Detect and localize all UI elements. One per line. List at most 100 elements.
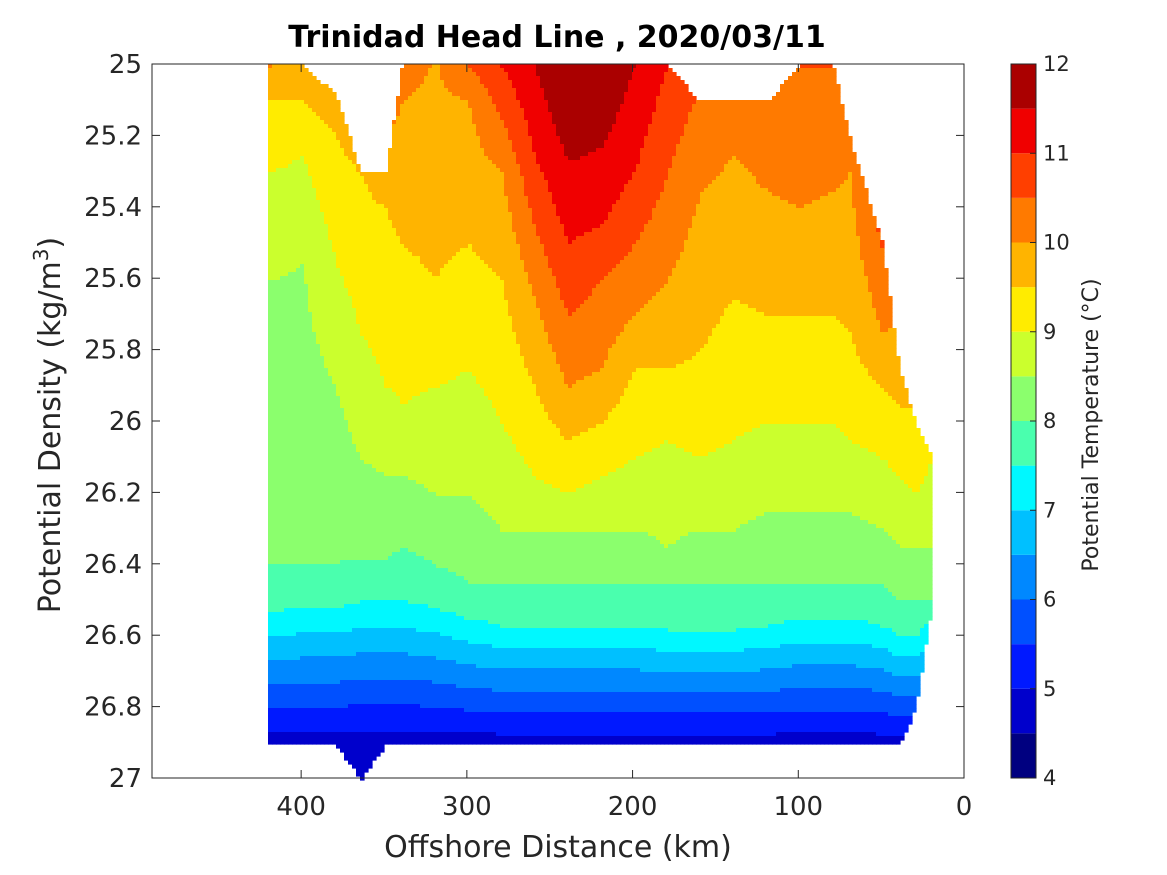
contour-cell bbox=[272, 112, 277, 117]
contour-cell bbox=[292, 388, 297, 393]
contour-cell bbox=[272, 264, 277, 269]
contour-cell bbox=[272, 416, 277, 421]
contour-cell bbox=[284, 624, 289, 629]
contour-cell bbox=[268, 324, 273, 329]
contour-cell bbox=[284, 432, 289, 437]
contour-cell bbox=[272, 600, 277, 605]
contour-cell bbox=[292, 372, 297, 377]
contour-cell bbox=[280, 236, 285, 241]
contour-cell bbox=[280, 292, 285, 297]
contour-cell bbox=[288, 488, 293, 493]
contour-cell bbox=[292, 460, 297, 465]
contour-cell bbox=[300, 316, 305, 321]
contour-cell bbox=[276, 68, 281, 73]
contour-cell bbox=[272, 320, 277, 325]
contour-cell bbox=[300, 232, 305, 237]
contour-cell bbox=[288, 440, 293, 445]
contour-cell bbox=[284, 620, 289, 625]
contour-cell bbox=[292, 552, 297, 557]
contour-cell bbox=[284, 592, 289, 597]
contour-cell bbox=[292, 292, 297, 297]
contour-cell bbox=[296, 188, 301, 193]
contour-cell bbox=[292, 456, 297, 461]
contour-cell bbox=[288, 708, 293, 713]
contour-cell bbox=[268, 580, 273, 585]
contour-cell bbox=[276, 204, 281, 209]
contour-cell bbox=[268, 436, 273, 441]
contour-cell bbox=[276, 232, 281, 237]
contour-cell bbox=[268, 104, 273, 109]
contour-cell bbox=[300, 304, 305, 309]
contour-cell bbox=[288, 444, 293, 449]
contour-cell bbox=[268, 160, 273, 165]
contour-cell bbox=[284, 292, 289, 297]
contour-cell bbox=[280, 528, 285, 533]
contour-cell bbox=[300, 144, 305, 149]
contour-cell bbox=[268, 356, 273, 361]
contour-cell bbox=[288, 200, 293, 205]
contour-cell bbox=[272, 108, 277, 113]
contour-cell bbox=[280, 620, 285, 625]
contour-cell bbox=[284, 92, 289, 97]
contour-cell bbox=[288, 476, 293, 481]
contour-cell bbox=[268, 540, 273, 545]
contour-cell bbox=[292, 288, 297, 293]
contour-cell bbox=[280, 524, 285, 529]
contour-cell bbox=[288, 64, 293, 69]
contour-cell bbox=[288, 408, 293, 413]
contour-cell bbox=[292, 668, 297, 673]
contour-cell bbox=[296, 328, 301, 333]
contour-cell bbox=[276, 516, 281, 521]
contour-cell bbox=[296, 320, 301, 325]
contour-cell bbox=[288, 620, 293, 625]
contour-cell bbox=[268, 452, 273, 457]
contour-cell bbox=[284, 304, 289, 309]
contour-cell bbox=[296, 608, 301, 613]
contour-cell bbox=[288, 212, 293, 217]
contour-cell bbox=[300, 92, 305, 97]
contour-cell bbox=[292, 444, 297, 449]
contour-cell bbox=[300, 196, 305, 201]
contour-cell bbox=[272, 164, 277, 169]
contour-cell bbox=[296, 184, 301, 189]
contour-cell bbox=[284, 736, 289, 741]
contour-cell bbox=[280, 244, 285, 249]
contour-cell bbox=[300, 256, 305, 261]
contour-cell bbox=[272, 372, 277, 377]
contour-cell bbox=[268, 640, 273, 645]
contour-cell bbox=[284, 288, 289, 293]
contour-cell bbox=[268, 344, 273, 349]
contour-cell bbox=[268, 440, 273, 445]
contour-cell bbox=[276, 684, 281, 689]
contour-cell bbox=[292, 664, 297, 669]
contour-cell bbox=[292, 732, 297, 737]
contour-cell bbox=[284, 284, 289, 289]
contour-cell bbox=[280, 352, 285, 357]
contour-cell bbox=[300, 240, 305, 245]
contour-cell bbox=[268, 244, 273, 249]
contour-cell bbox=[296, 480, 301, 485]
contour-cell bbox=[276, 588, 281, 593]
contour-cell bbox=[292, 380, 297, 385]
contour-cell bbox=[292, 348, 297, 353]
contour-cell bbox=[280, 648, 285, 653]
contour-cell bbox=[284, 636, 289, 641]
contour-cell bbox=[284, 676, 289, 681]
contour-cell bbox=[280, 344, 285, 349]
contour-cell bbox=[292, 124, 297, 129]
contour-cell bbox=[296, 340, 301, 345]
contour-cell bbox=[272, 68, 277, 73]
contour-cell bbox=[300, 268, 305, 273]
contour-cell bbox=[292, 344, 297, 349]
contour-cell bbox=[292, 332, 297, 337]
contour-cell bbox=[288, 688, 293, 693]
contour-cell bbox=[276, 412, 281, 417]
contour-cell bbox=[300, 156, 305, 161]
contour-cell bbox=[288, 604, 293, 609]
contour-cell bbox=[268, 672, 273, 677]
contour-cell bbox=[284, 716, 289, 721]
contour-cell bbox=[288, 644, 293, 649]
contour-cell bbox=[276, 560, 281, 565]
contour-cell bbox=[284, 84, 289, 89]
contour-cell bbox=[272, 176, 277, 181]
